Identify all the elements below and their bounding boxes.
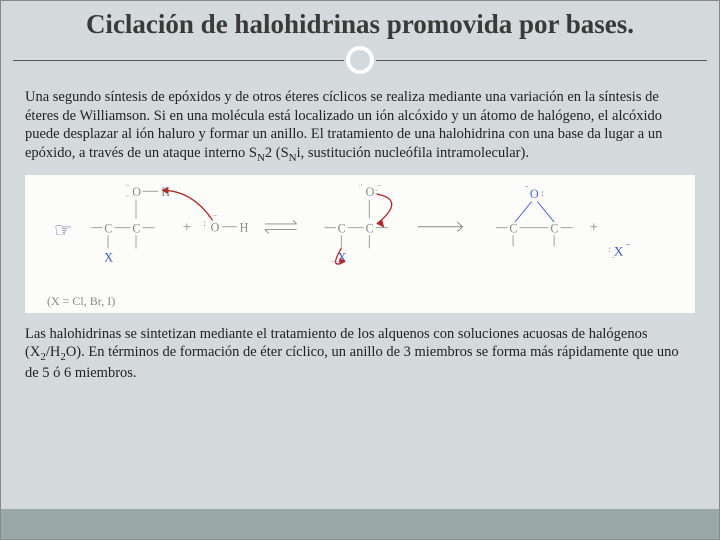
forward-arrow — [418, 222, 463, 231]
mol3-C1: C — [509, 221, 517, 235]
mol3-C2: C — [550, 221, 558, 235]
mol2-minus: − — [377, 181, 382, 190]
para1-b: 2 (S — [265, 145, 289, 161]
para1-sni-sub: N — [289, 152, 297, 164]
para1-sn2-sub: N — [257, 152, 265, 164]
slide: Ciclación de halohidrinas promovida por … — [0, 0, 720, 540]
leaving-group: X − : ¨ — [608, 241, 630, 266]
content-area: Una segundo síntesis de epóxidos y de ot… — [1, 74, 719, 383]
para1-c: i, sustitución nucleófila intramolecular… — [297, 145, 529, 161]
mol2-C1: C — [338, 221, 346, 235]
mol1-X: X — [104, 250, 113, 264]
slide-title: Ciclación de halohidrinas promovida por … — [21, 9, 699, 40]
bottom-accent-bar — [1, 509, 719, 539]
base-lp1: : — [203, 218, 206, 228]
Xminus-lp2: ¨ — [612, 256, 615, 266]
base-minus: − — [213, 211, 218, 220]
mol1-C1: C — [104, 221, 112, 235]
mol2-Xlp: ¨ — [332, 260, 335, 270]
para2-b: /H — [46, 344, 61, 360]
mol2-C2: C — [366, 221, 374, 235]
plus-sign: + — [183, 219, 191, 235]
plus-sign-2: + — [590, 219, 598, 235]
title-divider — [1, 46, 719, 74]
ring-icon — [346, 46, 374, 74]
halogen-note: (X = Cl, Br, I) — [47, 294, 115, 309]
Xminus-charge: − — [625, 241, 630, 251]
title-area: Ciclación de halohidrinas promovida por … — [1, 1, 719, 44]
reaction-svg: ☞ O ¨ ¨ H C C — [33, 181, 687, 293]
Xminus: X — [614, 243, 624, 258]
equilibrium-arrows — [265, 220, 297, 233]
reaction-diagram: ☞ O ¨ ¨ H C C — [25, 175, 695, 313]
mol3-lp1: ¨ — [525, 185, 528, 195]
base-O: O — [211, 220, 220, 234]
base-H: H — [240, 220, 249, 234]
mol1-lonepair2: ¨ — [126, 194, 129, 204]
mol3-O: O — [530, 186, 539, 200]
mechanism-arrow-2a — [377, 194, 392, 224]
paragraph-2: Las halohidrinas se sintetizan mediante … — [25, 325, 695, 383]
mol3-lp2: : — [541, 189, 544, 199]
pointer-icon: ☞ — [54, 220, 72, 242]
Xminus-lp1: : — [608, 245, 611, 255]
mol1-C2: C — [132, 221, 140, 235]
mol1-O: O — [132, 185, 141, 199]
divider-line-right — [376, 60, 707, 61]
mol1-lonepair1: ¨ — [126, 183, 129, 193]
paragraph-1: Una segundo síntesis de epóxidos y de ot… — [25, 88, 695, 165]
divider-line-left — [13, 60, 344, 61]
mol2-O: O — [366, 185, 375, 199]
para2-c: O). En términos de formación de éter cíc… — [25, 344, 679, 381]
mol2-lp1: ¨ — [359, 183, 362, 193]
